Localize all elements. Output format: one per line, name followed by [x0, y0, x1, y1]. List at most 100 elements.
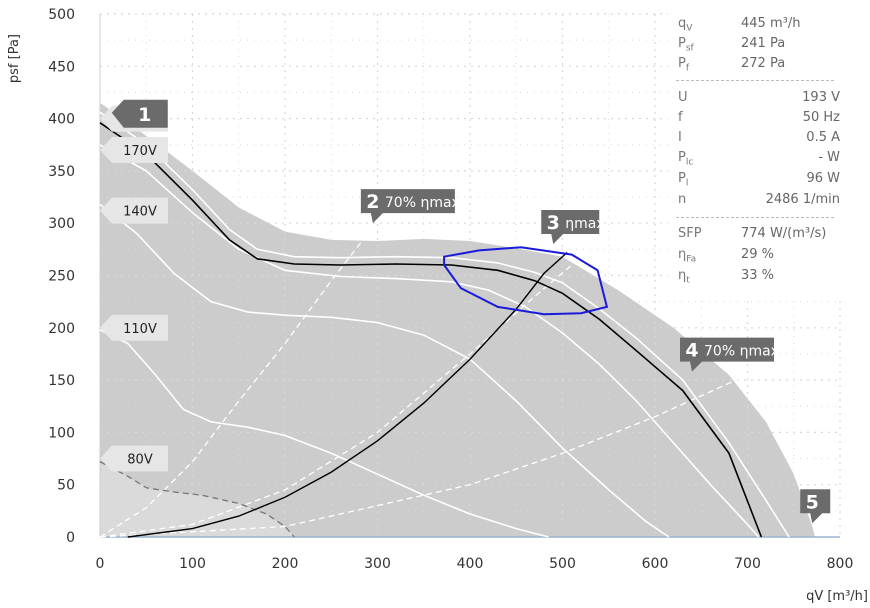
voltage-label-tag — [100, 197, 168, 224]
marker-2: 2 70% ηmax — [360, 189, 460, 224]
max-efficiency-region — [443, 246, 609, 316]
efficiency-parabola-3 — [99, 374, 748, 538]
low-speed-region — [100, 461, 295, 537]
voltage-label-text: 140V — [123, 205, 157, 220]
voltage-label-110v: 110V — [100, 314, 168, 341]
marker-box — [541, 210, 600, 245]
y-tick-label: 50 — [57, 478, 75, 494]
y-tick-label: 200 — [48, 321, 75, 337]
marker-4: 4 70% ηmax — [680, 337, 779, 372]
voltage-label-80v: 80V — [100, 445, 168, 472]
info-row: U 193 V — [668, 90, 868, 110]
curve-80v — [99, 461, 295, 538]
marker-5: 5 — [800, 489, 831, 524]
marker-label: 70% ηmax — [385, 195, 460, 211]
info-label: Pl — [678, 171, 689, 189]
voltage-label-text: 110V — [123, 322, 157, 337]
x-tick-label: 700 — [734, 556, 761, 572]
operating-envelope — [100, 102, 815, 538]
info-row: Plc - W — [668, 150, 868, 170]
info-value: 96 W — [806, 171, 840, 186]
marker-1: 1 — [111, 99, 168, 128]
info-label: ηt — [678, 268, 690, 286]
info-value: - W — [818, 150, 840, 165]
voltage-label-text: 80V — [127, 453, 153, 468]
y-tick-label: 0 — [66, 530, 75, 546]
y-tick-label: 400 — [48, 112, 75, 128]
marker-box — [360, 189, 455, 224]
x-tick-label: 300 — [364, 556, 391, 572]
info-row: qV 445 m³/h — [668, 16, 868, 36]
info-separator — [676, 217, 834, 218]
info-value: 193 V — [802, 90, 840, 105]
info-value: 774 W/(m³/s) — [741, 226, 827, 241]
curve-170v — [99, 144, 760, 538]
curve-110v — [99, 329, 549, 538]
x-tick-label: 0 — [96, 556, 105, 572]
marker-number: 2 — [366, 191, 379, 213]
marker-box — [800, 489, 831, 524]
y-tick-label: 150 — [48, 373, 75, 389]
x-tick-label: 600 — [642, 556, 669, 572]
info-label: f — [678, 110, 683, 125]
info-label: n — [678, 192, 687, 207]
info-value: 50 Hz — [802, 110, 840, 125]
info-row: I 0.5 A — [668, 130, 868, 150]
marker-3: 3 ηmax — [541, 210, 605, 245]
voltage-label-text: 170V — [123, 144, 157, 159]
info-label: Plc — [678, 150, 694, 168]
voltage-label-tag — [100, 445, 168, 472]
x-axis-title: qV [m³/h] — [806, 589, 868, 604]
curve-193v-active — [99, 122, 763, 538]
y-tick-label: 500 — [48, 7, 75, 23]
info-label: SFP — [678, 226, 702, 241]
info-label: ηFa — [678, 247, 697, 265]
info-separator — [676, 80, 834, 81]
info-label: qV — [678, 16, 693, 34]
operating-point-panel: qV 445 m³/h Psf 241 Pa Pf 272 Pa U 193 V f 50 Hz I… — [668, 10, 868, 300]
y-tick-label: 450 — [48, 59, 75, 75]
efficiency-parabola-2 — [99, 248, 591, 538]
info-row: Psf 241 Pa — [668, 36, 868, 56]
voltage-label-140v: 140V — [100, 197, 168, 224]
curve-200v — [99, 111, 790, 538]
info-row: n 2486 1/min — [668, 192, 868, 212]
info-label: Psf — [678, 36, 694, 54]
voltage-label-tag — [100, 314, 168, 341]
y-tick-label: 100 — [48, 425, 75, 441]
system-curve — [127, 251, 568, 538]
efficiency-parabola-1 — [99, 220, 379, 538]
voltage-label-tag — [100, 136, 168, 163]
y-tick-label: 300 — [48, 216, 75, 232]
info-row: Pl 96 W — [668, 171, 868, 191]
y-tick-label: 350 — [48, 164, 75, 180]
info-value: 241 Pa — [741, 36, 786, 51]
marker-number: 5 — [806, 491, 819, 513]
marker-number: 4 — [685, 340, 698, 362]
info-row: ηt 33 % — [668, 268, 868, 288]
marker-number: 1 — [138, 104, 151, 126]
info-label: I — [678, 130, 682, 145]
marker-label: 70% ηmax — [704, 344, 779, 360]
info-row: ηFa 29 % — [668, 247, 868, 267]
x-tick-label: 800 — [827, 556, 854, 572]
info-value: 0.5 A — [806, 130, 840, 145]
marker-label: ηmax — [565, 216, 604, 232]
x-tick-label: 400 — [457, 556, 484, 572]
info-row: f 50 Hz — [668, 110, 868, 130]
info-label: U — [678, 90, 688, 105]
marker-box — [680, 337, 774, 372]
info-value: 29 % — [741, 247, 775, 262]
x-tick-label: 200 — [272, 556, 299, 572]
marker-box — [111, 99, 168, 128]
x-tick-label: 500 — [549, 556, 576, 572]
info-value: 272 Pa — [741, 56, 786, 71]
y-tick-label: 250 — [48, 269, 75, 285]
x-tick-label: 100 — [179, 556, 206, 572]
marker-number: 3 — [547, 212, 560, 234]
info-value: 2486 1/min — [765, 192, 840, 207]
info-row: SFP 774 W/(m³/s) — [668, 226, 868, 246]
info-value: 445 m³/h — [741, 16, 801, 31]
voltage-label-170v: 170V — [100, 136, 168, 163]
info-value: 33 % — [741, 268, 775, 283]
